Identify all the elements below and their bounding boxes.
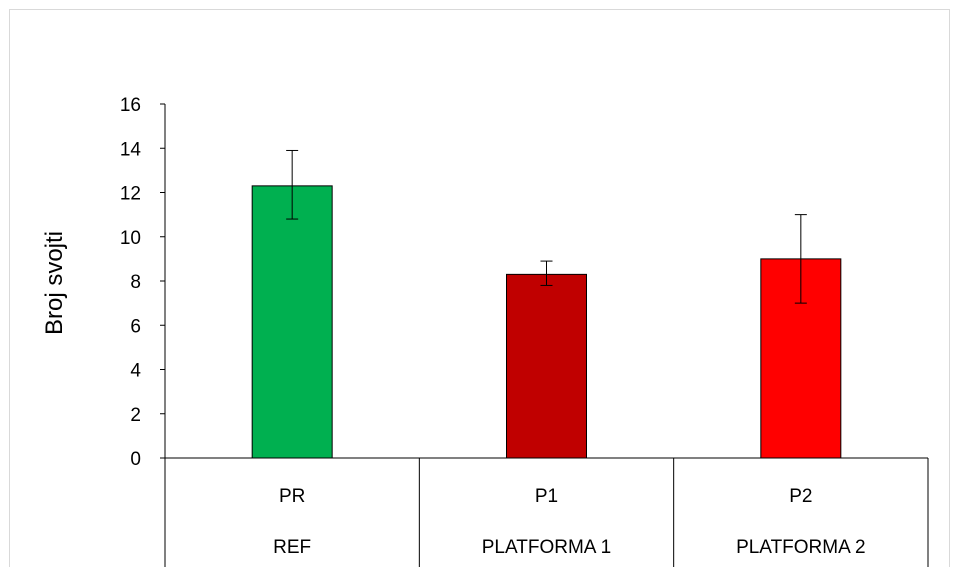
y-tick-label: 4 (130, 361, 141, 382)
group-label: PLATFORMA 1 (482, 537, 612, 558)
y-tick-label: 6 (130, 316, 141, 337)
category-label: P2 (789, 486, 812, 507)
y-axis-label: Broj svojti (41, 231, 68, 335)
y-tick-label: 8 (130, 272, 141, 293)
bar (507, 274, 587, 458)
y-tick-label: 10 (120, 228, 141, 249)
y-tick-label: 14 (120, 139, 142, 160)
bar (252, 186, 332, 458)
y-tick-label: 16 (120, 95, 141, 116)
category-label: PR (279, 486, 305, 507)
group-label: PLATFORMA 2 (736, 537, 866, 558)
category-label: P1 (535, 486, 558, 507)
y-tick-label: 0 (130, 449, 141, 470)
group-label: REF (273, 537, 311, 558)
y-tick-label: 2 (130, 405, 141, 426)
y-tick-label: 12 (120, 184, 141, 205)
